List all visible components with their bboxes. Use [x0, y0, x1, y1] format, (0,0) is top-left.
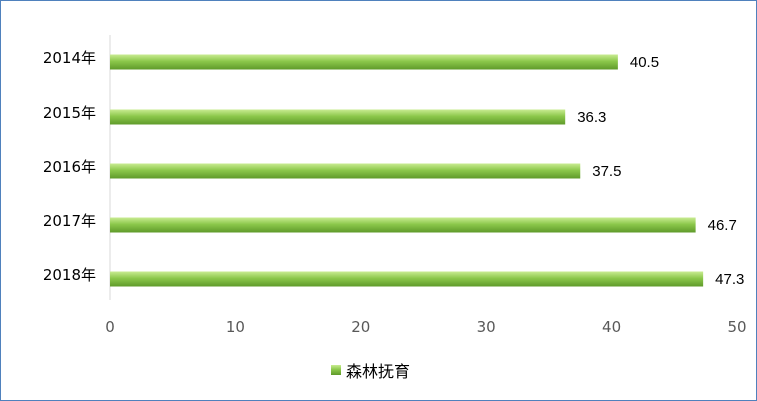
legend-swatch [331, 365, 341, 375]
x-tick-label: 40 [602, 318, 621, 336]
data-label: 36.3 [577, 109, 606, 126]
bar [110, 163, 581, 179]
legend-label: 森林抚育 [346, 362, 410, 381]
data-label: 37.5 [592, 163, 621, 180]
data-label: 46.7 [708, 217, 737, 234]
plot-area: 2014年 40.5 2015年 36.3 2016年 37.5 2017年 46.7 2018… [43, 35, 747, 336]
category-label: 2018年 [43, 266, 96, 284]
x-tick-label: 50 [727, 318, 746, 336]
category-label: 2015年 [43, 104, 96, 122]
bar [110, 54, 618, 70]
bar [110, 109, 566, 125]
category-label: 2016年 [43, 158, 96, 176]
legend: 森林抚育 [331, 362, 410, 381]
category-label: 2014年 [43, 49, 96, 67]
bar [110, 217, 696, 233]
x-tick-label: 20 [351, 318, 370, 336]
data-label: 47.3 [715, 271, 744, 288]
x-tick-label: 30 [477, 318, 496, 336]
category-label: 2017年 [43, 212, 96, 230]
x-tick-label: 10 [226, 318, 245, 336]
data-label: 40.5 [630, 54, 659, 71]
bar [110, 271, 704, 287]
x-tick-label: 0 [105, 318, 115, 336]
